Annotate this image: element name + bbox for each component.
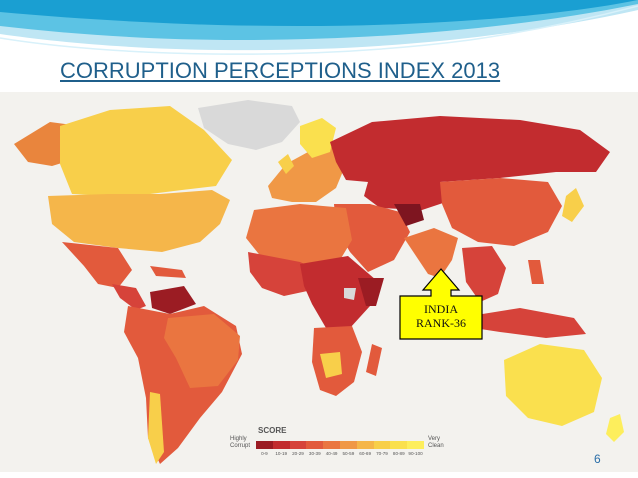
legend-swatch xyxy=(339,441,357,449)
philippines-region xyxy=(528,260,544,284)
legend-range-label: 80-89 xyxy=(392,451,405,456)
north-africa-region xyxy=(246,204,352,264)
caribbean-region xyxy=(150,266,186,278)
world-map-svg xyxy=(14,100,624,464)
central-asia-region xyxy=(364,182,452,210)
legend-swatch xyxy=(390,441,408,449)
callout-line-rank: RANK-36 xyxy=(416,316,466,330)
world-map xyxy=(0,92,638,472)
india-region xyxy=(404,228,458,278)
middle-east-region xyxy=(334,204,410,272)
new-zealand-region xyxy=(606,414,624,442)
legend-title: SCORE xyxy=(258,426,287,435)
legend-swatch xyxy=(256,441,273,449)
legend-range-label: 40-49 xyxy=(325,451,338,456)
scandinavia-region xyxy=(300,118,336,158)
legend-high-label: Very Clean xyxy=(428,436,444,449)
canada-region xyxy=(60,106,232,196)
legend-swatch xyxy=(323,441,340,449)
callout-text: INDIA RANK-36 xyxy=(399,302,483,330)
southeast-asia-region xyxy=(462,246,506,302)
japan-region xyxy=(562,188,584,222)
legend-swatch xyxy=(407,441,424,449)
legend-swatch xyxy=(356,441,374,449)
europe-region xyxy=(268,144,346,202)
australia-region xyxy=(504,344,602,426)
slide-title: CORRUPTION PERCEPTIONS INDEX 2013 xyxy=(60,58,501,83)
west-africa-region xyxy=(248,252,318,296)
botswana-region xyxy=(320,352,342,378)
russia-region xyxy=(330,116,610,184)
legend-range-label: 20-29 xyxy=(292,451,304,456)
india-callout: INDIA RANK-36 xyxy=(399,268,483,340)
legend-range-label: 70-79 xyxy=(376,451,388,456)
legend-range-label: 50-59 xyxy=(342,451,355,456)
legend-low-label: Highly Corrupt xyxy=(230,436,251,449)
mexico-region xyxy=(62,242,132,288)
callout-up-arrow-shape xyxy=(399,268,483,340)
legend-swatch xyxy=(306,441,324,449)
greenland-region xyxy=(198,100,300,150)
legend-range-label: 10-19 xyxy=(275,451,288,456)
afghanistan-region xyxy=(394,204,424,226)
legend-swatch xyxy=(272,441,290,449)
indonesia-region xyxy=(470,308,586,338)
header-swoosh-decoration xyxy=(0,0,638,55)
china-region xyxy=(440,178,562,246)
legend-swatch xyxy=(373,441,391,449)
central-africa-region xyxy=(300,256,376,328)
central-america-region xyxy=(112,284,146,310)
somaliland-region xyxy=(344,288,356,300)
venezuela-region xyxy=(150,286,196,314)
legend-range-label: 90-100 xyxy=(408,451,423,456)
callout-line-country: INDIA xyxy=(424,302,458,316)
madagascar-region xyxy=(366,344,382,376)
legend-swatch xyxy=(289,441,307,449)
somalia-region xyxy=(358,278,384,306)
legend-range-label: 30-39 xyxy=(308,451,321,456)
uk-region xyxy=(278,154,294,174)
legend-range-labels: 0-9 10-19 20-29 30-39 40-49 50-59 60-69 70-79 80… xyxy=(256,451,424,456)
brazil-region xyxy=(164,314,240,388)
legend-range-label: 60-69 xyxy=(359,451,372,456)
usa-region xyxy=(48,190,230,252)
legend-color-bar xyxy=(256,441,424,449)
page-number: 6 xyxy=(594,452,601,466)
chile-region xyxy=(148,392,164,464)
legend-range-label: 0-9 xyxy=(261,451,268,456)
